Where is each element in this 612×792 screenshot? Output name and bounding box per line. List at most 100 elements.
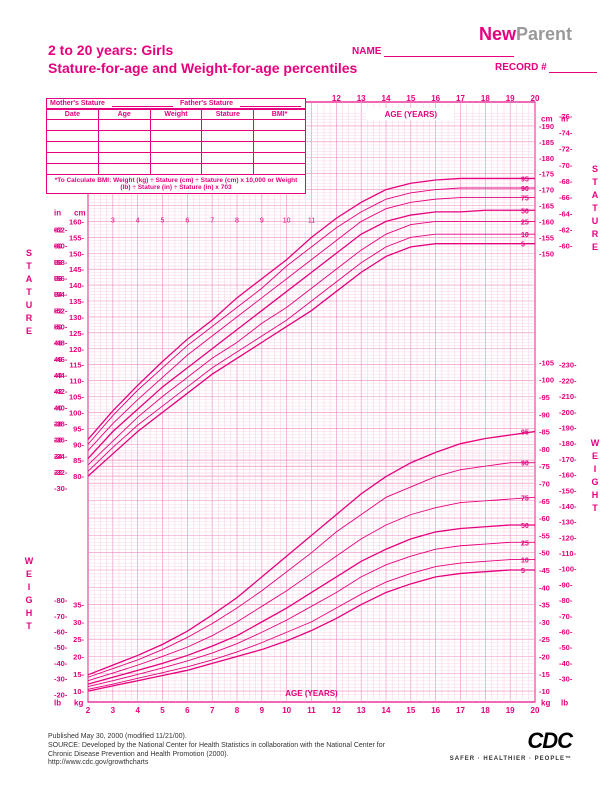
svg-text:18: 18 <box>481 706 490 715</box>
title-line-1: 2 to 20 years: Girls <box>48 42 357 60</box>
page-title: 2 to 20 years: Girls Stature-for-age and… <box>48 42 357 77</box>
svg-text:155-: 155- <box>69 233 85 242</box>
svg-text:-150-: -150- <box>559 486 577 495</box>
svg-text:-66-: -66- <box>559 193 573 202</box>
svg-text:-95: -95 <box>539 393 550 402</box>
svg-text:-90-: -90- <box>559 580 573 589</box>
svg-text:20: 20 <box>531 94 540 103</box>
svg-text:-70-: -70- <box>559 612 573 621</box>
svg-text:125-: 125- <box>69 329 85 338</box>
svg-text:3: 3 <box>111 706 116 715</box>
stature-label-left: STATURE <box>24 248 34 339</box>
svg-text:-70-: -70- <box>559 161 573 170</box>
svg-text:16: 16 <box>431 706 440 715</box>
svg-text:130-: 130- <box>69 313 85 322</box>
svg-text:5: 5 <box>521 568 525 575</box>
svg-text:lb: lb <box>561 699 568 708</box>
svg-text:18: 18 <box>481 94 490 103</box>
svg-text:-75: -75 <box>539 462 550 471</box>
svg-text:-180-: -180- <box>559 439 577 448</box>
svg-text:-50-: -50- <box>54 643 68 652</box>
svg-text:-54-: -54- <box>54 290 68 299</box>
svg-text:150-: 150- <box>69 249 85 258</box>
weight-label-right: WEIGHT <box>590 438 600 516</box>
svg-text:-34-: -34- <box>54 452 68 461</box>
svg-text:17: 17 <box>456 706 465 715</box>
logo-part-1: New <box>479 24 516 44</box>
svg-text:-105: -105 <box>539 358 554 367</box>
svg-text:25: 25 <box>521 540 529 547</box>
svg-text:kg: kg <box>541 699 550 708</box>
svg-text:17: 17 <box>456 94 465 103</box>
svg-text:35-: 35- <box>73 601 84 610</box>
svg-text:80-: 80- <box>73 472 84 481</box>
svg-text:-30-: -30- <box>559 675 573 684</box>
svg-text:-40: -40 <box>539 583 550 592</box>
svg-text:10: 10 <box>282 706 291 715</box>
svg-text:-210-: -210- <box>559 392 577 401</box>
svg-text:-60-: -60- <box>54 242 68 251</box>
svg-text:-30: -30 <box>539 618 550 627</box>
svg-text:100-: 100- <box>69 408 85 417</box>
svg-text:75: 75 <box>521 196 529 203</box>
svg-text:110-: 110- <box>69 377 84 386</box>
svg-text:-190-: -190- <box>559 423 577 432</box>
logo-part-2: Parent <box>516 24 572 44</box>
svg-text:20: 20 <box>531 706 540 715</box>
svg-text:13: 13 <box>357 706 366 715</box>
svg-text:-170-: -170- <box>559 455 577 464</box>
svg-text:-230-: -230- <box>559 361 577 370</box>
svg-text:-55: -55 <box>539 531 550 540</box>
svg-text:11: 11 <box>308 217 315 224</box>
svg-text:-62-: -62- <box>559 225 573 234</box>
svg-text:2: 2 <box>86 706 91 715</box>
svg-text:-45: -45 <box>539 566 550 575</box>
svg-text:-40-: -40- <box>559 659 573 668</box>
svg-text:19: 19 <box>506 706 515 715</box>
svg-text:-32-: -32- <box>54 468 68 477</box>
svg-text:-60-: -60- <box>559 628 573 637</box>
svg-text:-25: -25 <box>539 635 550 644</box>
svg-text:14: 14 <box>382 94 391 103</box>
svg-text:-220-: -220- <box>559 376 577 385</box>
svg-text:lb: lb <box>54 699 61 708</box>
svg-text:15-: 15- <box>73 670 84 679</box>
stature-label-right: STATURE <box>590 164 600 255</box>
svg-text:-48-: -48- <box>54 339 68 348</box>
svg-text:25-: 25- <box>73 635 84 644</box>
svg-text:-80-: -80- <box>54 596 68 605</box>
svg-text:-20-: -20- <box>54 690 68 699</box>
svg-text:140-: 140- <box>69 281 85 290</box>
svg-text:95-: 95- <box>73 424 84 433</box>
svg-text:-58-: -58- <box>54 258 68 267</box>
svg-text:AGE (YEARS): AGE (YEARS) <box>385 110 438 119</box>
svg-text:-56-: -56- <box>54 274 68 283</box>
svg-text:7: 7 <box>210 706 215 715</box>
svg-text:-120-: -120- <box>559 533 577 542</box>
svg-text:-80-: -80- <box>559 596 573 605</box>
svg-text:-50-: -50- <box>559 643 573 652</box>
svg-text:-65: -65 <box>539 497 550 506</box>
svg-text:19: 19 <box>506 94 515 103</box>
svg-text:8: 8 <box>235 706 240 715</box>
svg-text:-30-: -30- <box>54 484 68 493</box>
svg-text:kg: kg <box>74 699 83 708</box>
cdc-logo: CDC <box>450 728 572 754</box>
svg-text:-10: -10 <box>539 687 550 696</box>
svg-text:95: 95 <box>521 430 529 437</box>
newparent-logo: NewParent <box>479 24 572 45</box>
record-field: RECORD # <box>495 62 597 73</box>
svg-text:-46-: -46- <box>54 355 68 364</box>
svg-text:-80: -80 <box>539 445 550 454</box>
svg-text:-60-: -60- <box>54 628 68 637</box>
svg-text:135-: 135- <box>69 297 85 306</box>
svg-text:-42-: -42- <box>54 387 68 396</box>
svg-text:-62-: -62- <box>54 225 68 234</box>
svg-text:90: 90 <box>521 186 529 193</box>
svg-text:-38-: -38- <box>54 419 68 428</box>
svg-text:14: 14 <box>382 706 391 715</box>
svg-text:-165: -165 <box>539 202 554 211</box>
svg-text:13: 13 <box>357 94 366 103</box>
svg-text:-150: -150 <box>539 249 554 258</box>
cdc-branding: CDC SAFER · HEALTHIER · PEOPLE™ <box>450 728 572 762</box>
